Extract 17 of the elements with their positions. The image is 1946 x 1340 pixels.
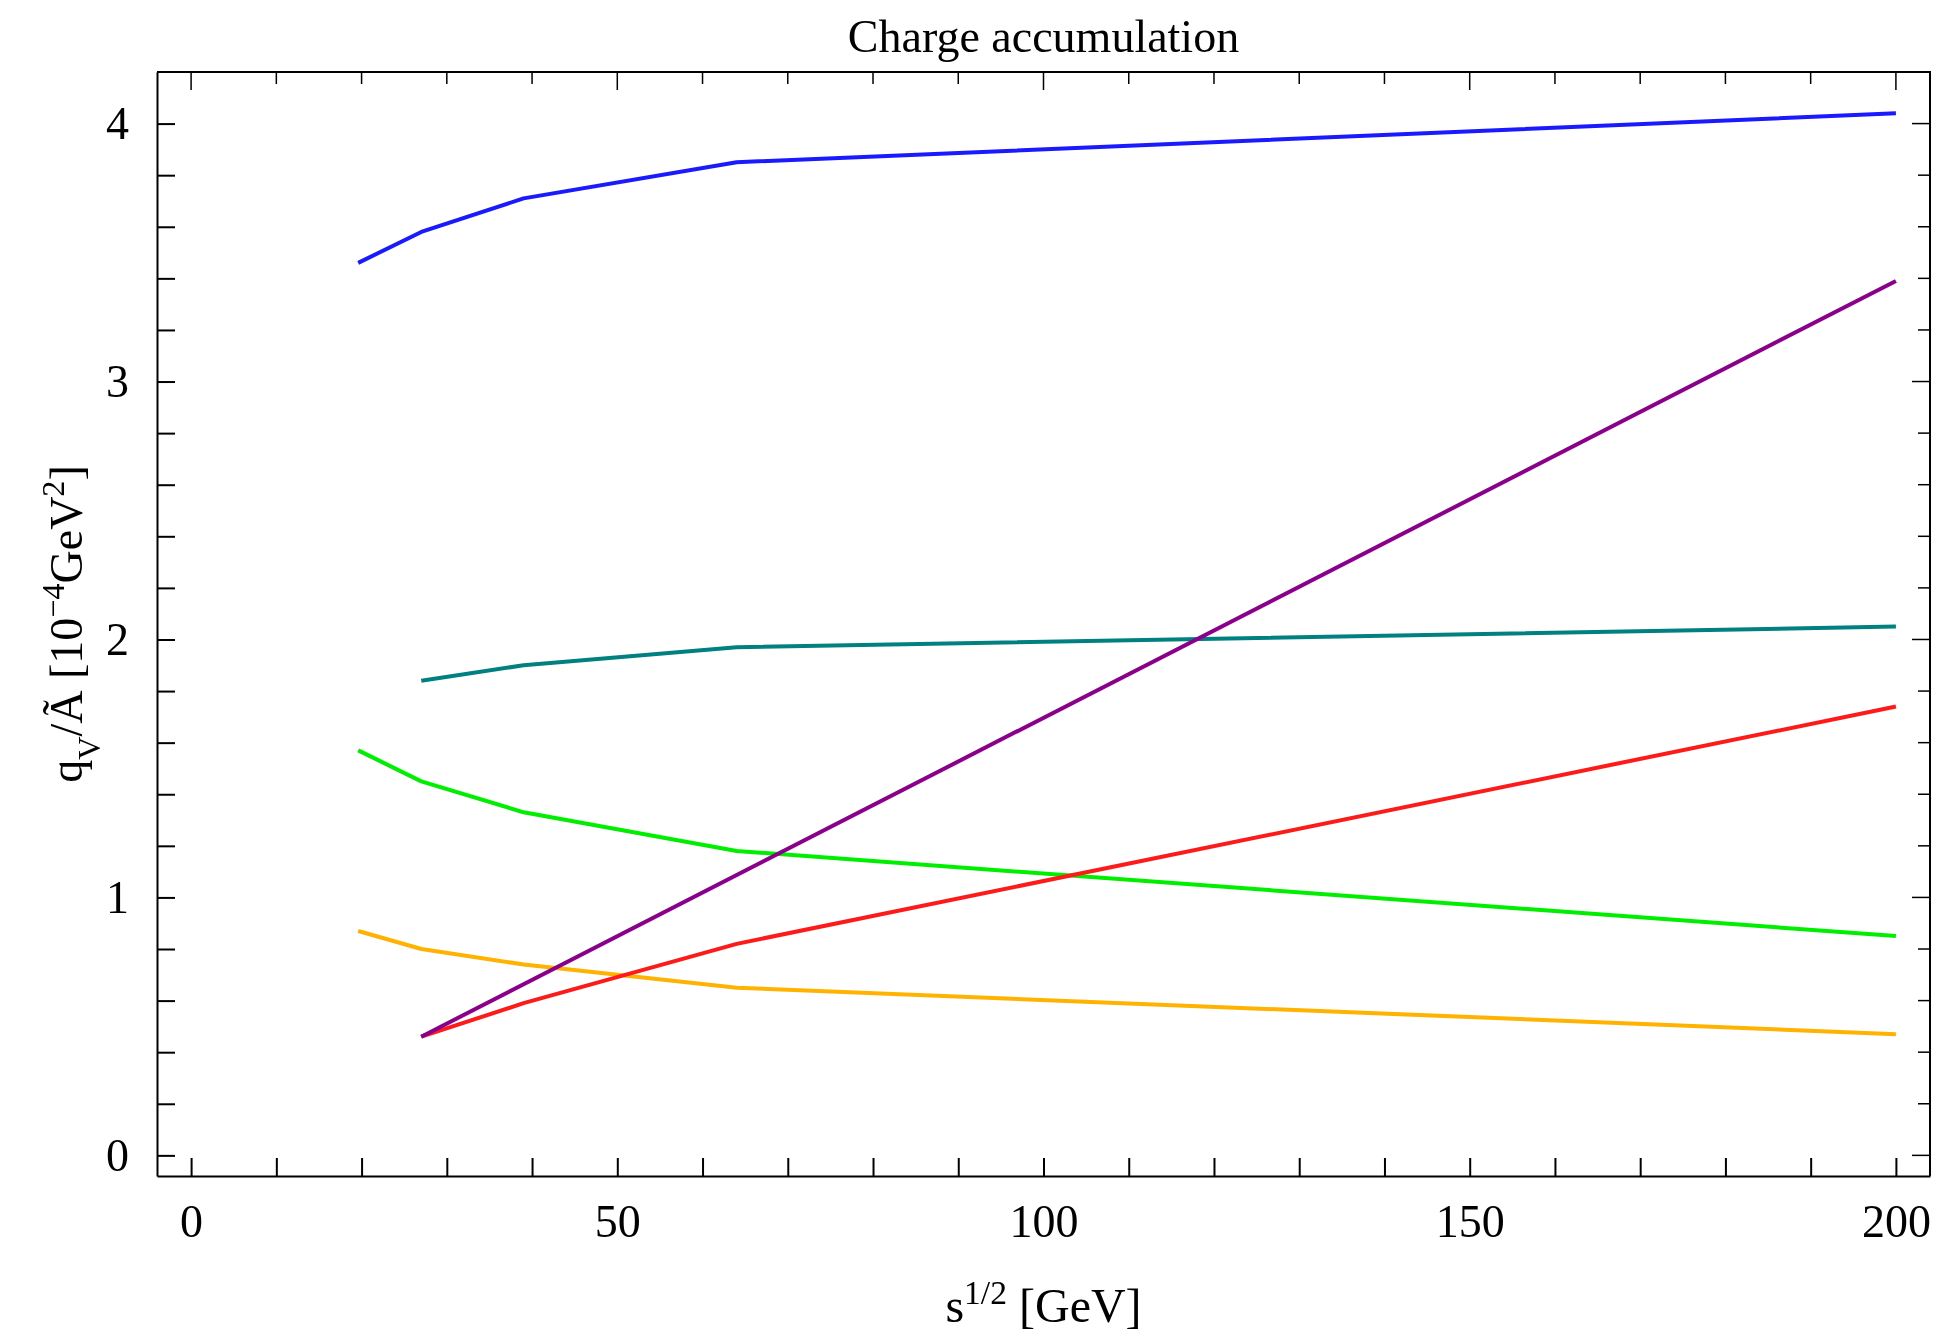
x-tick-label: 200	[1861, 1195, 1931, 1247]
x-tick-label: 100	[1009, 1195, 1079, 1247]
line-series	[419, 704, 1898, 1039]
y-tick-label: 2	[106, 613, 129, 665]
line-series	[356, 111, 1898, 265]
y-tick-label: 3	[106, 355, 129, 407]
x-tick-label: 150	[1435, 1195, 1505, 1247]
y-tick-label: 0	[106, 1129, 129, 1181]
y-tick-label: 1	[106, 871, 129, 923]
y-tick-label: 4	[106, 97, 129, 149]
line-series	[419, 624, 1898, 683]
line-series	[356, 748, 1898, 939]
chart-title: Charge accumulation	[847, 11, 1240, 62]
line-series	[356, 928, 1898, 1037]
x-tick-label: 0	[180, 1195, 204, 1247]
x-tick-label: 50	[594, 1195, 641, 1247]
x-axis-title: s$^{1/2}$ [GeV]	[945, 1273, 1142, 1332]
